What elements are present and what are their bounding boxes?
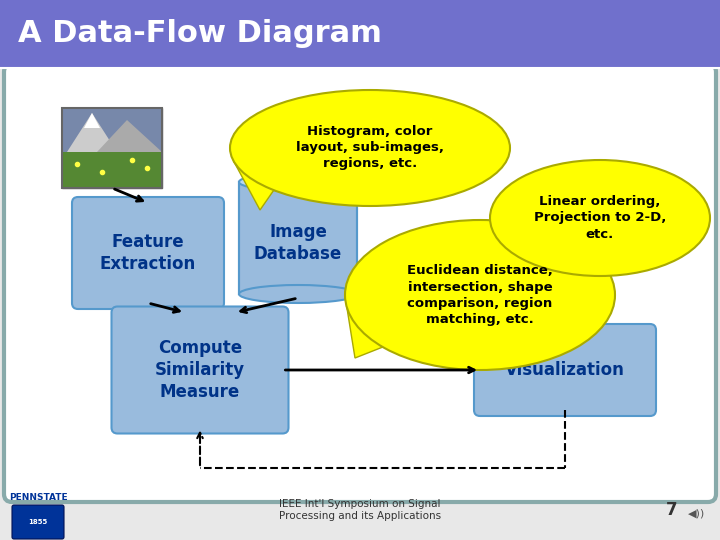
- Ellipse shape: [239, 285, 357, 303]
- Text: 7: 7: [666, 501, 678, 519]
- Polygon shape: [541, 267, 603, 328]
- FancyBboxPatch shape: [474, 324, 656, 416]
- FancyBboxPatch shape: [12, 505, 64, 539]
- FancyBboxPatch shape: [0, 0, 720, 68]
- Text: Compute
Similarity
Measure: Compute Similarity Measure: [155, 339, 245, 401]
- FancyBboxPatch shape: [112, 307, 289, 434]
- Ellipse shape: [230, 90, 510, 206]
- FancyBboxPatch shape: [72, 197, 224, 309]
- Text: 1855: 1855: [28, 519, 48, 525]
- Text: A Data-Flow Diagram: A Data-Flow Diagram: [18, 19, 382, 49]
- Text: Histogram, color
layout, sub-images,
regions, etc.: Histogram, color layout, sub-images, reg…: [296, 125, 444, 171]
- Ellipse shape: [239, 173, 357, 191]
- FancyBboxPatch shape: [62, 108, 162, 152]
- Text: Image
Database: Image Database: [254, 223, 342, 263]
- Polygon shape: [67, 113, 117, 152]
- Text: PENNSTATE: PENNSTATE: [9, 494, 67, 503]
- Polygon shape: [233, 160, 274, 210]
- FancyBboxPatch shape: [62, 152, 162, 188]
- FancyBboxPatch shape: [62, 108, 162, 188]
- Polygon shape: [97, 120, 162, 152]
- Text: IEEE Int'l Symposium on Signal
Processing and its Applications: IEEE Int'l Symposium on Signal Processin…: [279, 499, 441, 521]
- Ellipse shape: [490, 160, 710, 276]
- FancyBboxPatch shape: [4, 64, 716, 502]
- Text: Visualization: Visualization: [505, 361, 625, 379]
- Polygon shape: [347, 307, 383, 358]
- Text: ◀)): ◀)): [688, 508, 706, 518]
- Text: Euclidean distance,
intersection, shape
comparison, region
matching, etc.: Euclidean distance, intersection, shape …: [407, 265, 553, 326]
- FancyBboxPatch shape: [239, 182, 357, 294]
- Ellipse shape: [345, 220, 615, 370]
- Text: Linear ordering,
Projection to 2-D,
etc.: Linear ordering, Projection to 2-D, etc.: [534, 195, 666, 240]
- Polygon shape: [84, 113, 100, 128]
- Text: Feature
Extraction: Feature Extraction: [100, 233, 196, 273]
